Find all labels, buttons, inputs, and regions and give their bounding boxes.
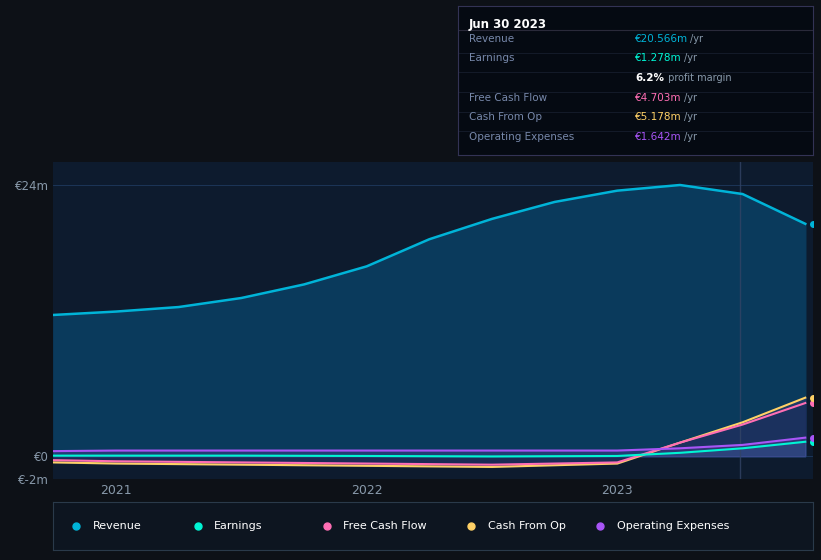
- Text: /yr: /yr: [690, 34, 703, 44]
- Text: /yr: /yr: [684, 93, 697, 102]
- Text: Jun 30 2023: Jun 30 2023: [469, 18, 547, 31]
- Text: Cash From Op: Cash From Op: [469, 113, 542, 123]
- Text: Revenue: Revenue: [93, 521, 141, 531]
- Text: /yr: /yr: [684, 53, 697, 63]
- Text: Earnings: Earnings: [214, 521, 263, 531]
- Text: Free Cash Flow: Free Cash Flow: [469, 93, 547, 102]
- Text: €20.566m: €20.566m: [635, 34, 689, 44]
- Text: /yr: /yr: [684, 132, 697, 142]
- Text: Revenue: Revenue: [469, 34, 514, 44]
- Text: €5.178m: €5.178m: [635, 113, 682, 123]
- Text: Free Cash Flow: Free Cash Flow: [343, 521, 427, 531]
- Text: €1.642m: €1.642m: [635, 132, 682, 142]
- Text: €1.278m: €1.278m: [635, 53, 682, 63]
- Text: /yr: /yr: [684, 113, 697, 123]
- Text: 6.2%: 6.2%: [635, 73, 664, 83]
- Text: profit margin: profit margin: [664, 73, 732, 83]
- Text: Cash From Op: Cash From Op: [488, 521, 566, 531]
- Text: €4.703m: €4.703m: [635, 93, 682, 102]
- Text: Earnings: Earnings: [469, 53, 514, 63]
- Text: Operating Expenses: Operating Expenses: [469, 132, 574, 142]
- Text: Operating Expenses: Operating Expenses: [617, 521, 729, 531]
